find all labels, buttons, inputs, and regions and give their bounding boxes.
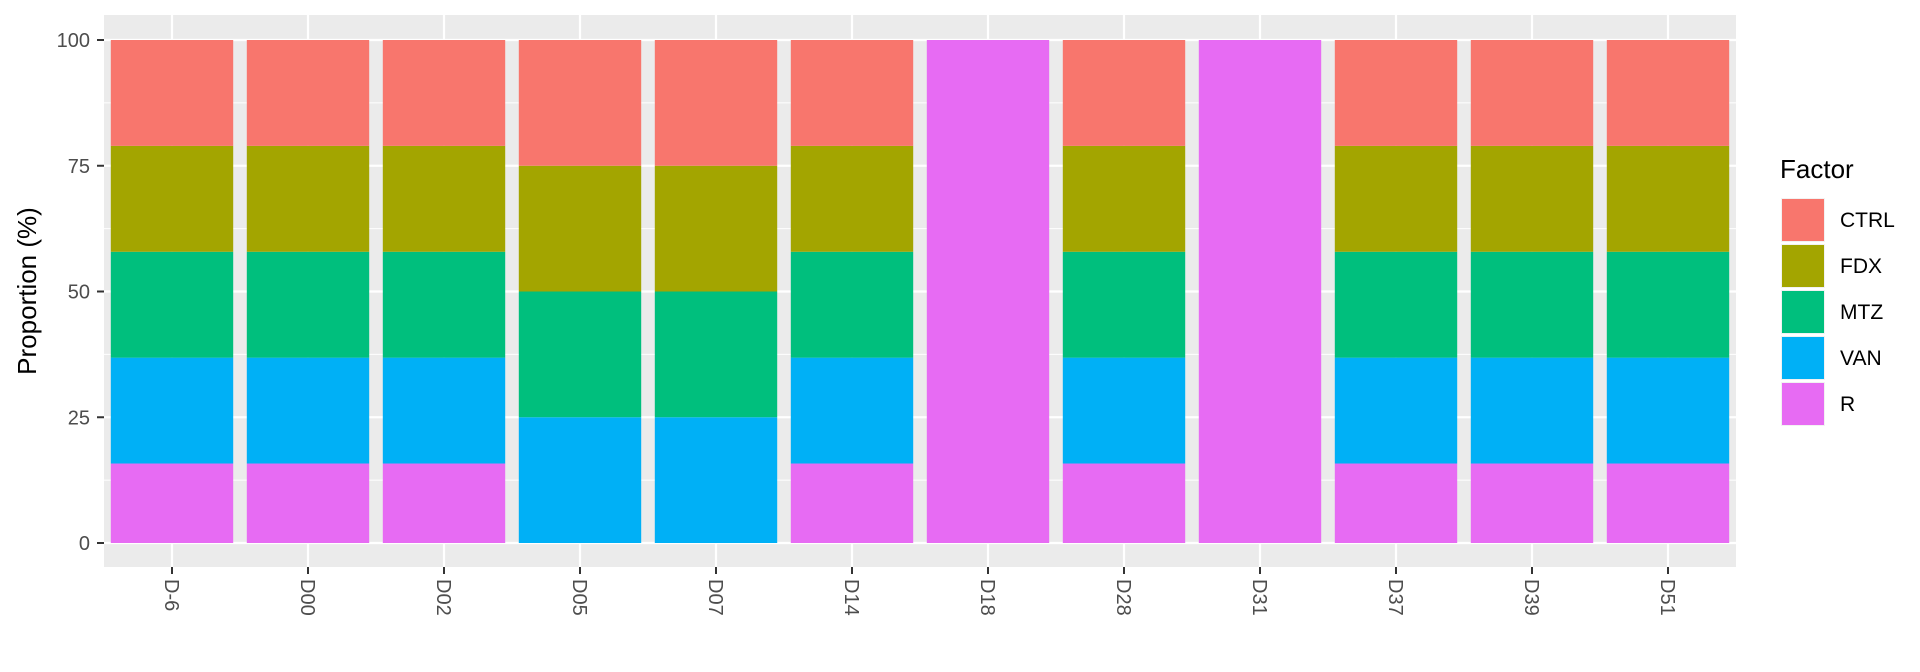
legend-title: Factor bbox=[1780, 154, 1854, 184]
bar-segment-mtz-d28 bbox=[1062, 251, 1186, 358]
y-tick-label: 75 bbox=[68, 156, 90, 178]
x-tick-label: D14 bbox=[840, 579, 862, 616]
x-tick-label: D00 bbox=[296, 579, 318, 616]
x-tick-label: D05 bbox=[568, 579, 590, 616]
bar-segment-van-d39 bbox=[1470, 357, 1594, 464]
x-tick-label: D-6 bbox=[160, 579, 182, 611]
x-tick-label: D37 bbox=[1384, 579, 1406, 616]
legend-label-ctrl: CTRL bbox=[1840, 209, 1895, 232]
x-tick-label: D31 bbox=[1248, 579, 1270, 616]
bars bbox=[110, 40, 1730, 543]
x-axis: D-6 D00 D02 D05 D07 D14 D18 D28 D31 D37 D39 D51 bbox=[160, 567, 1678, 616]
y-tick-label: 0 bbox=[79, 533, 90, 555]
minor-gridlines bbox=[104, 102, 1736, 481]
bar-segment-mtz-d51 bbox=[1606, 251, 1730, 358]
bar-segment-fdx-d28 bbox=[1062, 145, 1186, 252]
legend-key-van bbox=[1782, 337, 1824, 379]
bar-segment-fdx-d37 bbox=[1334, 145, 1458, 252]
x-tick-label: D07 bbox=[704, 579, 726, 616]
bar-segment-fdx-d-6 bbox=[110, 145, 234, 252]
bar-segment-mtz-d02 bbox=[382, 251, 506, 358]
x-tick-label: D02 bbox=[432, 579, 454, 616]
bar-segment-van-d02 bbox=[382, 357, 506, 464]
bar-segment-ctrl-d02 bbox=[382, 40, 506, 146]
bar-segment-r-d00 bbox=[246, 463, 370, 543]
legend-label-van: VAN bbox=[1840, 347, 1882, 370]
bar-segment-r-d02 bbox=[382, 463, 506, 543]
bar-segment-van-d51 bbox=[1606, 357, 1730, 464]
bar-segment-ctrl-d39 bbox=[1470, 40, 1594, 146]
bar-segment-ctrl-d37 bbox=[1334, 40, 1458, 146]
legend-key-mtz bbox=[1782, 291, 1824, 333]
legend-label-r: R bbox=[1840, 393, 1855, 416]
bar-segment-mtz-d05 bbox=[518, 291, 642, 418]
bar-segment-van-d28 bbox=[1062, 357, 1186, 464]
bar-segment-fdx-d51 bbox=[1606, 145, 1730, 252]
x-tick-label: D51 bbox=[1656, 579, 1678, 616]
legend-key-fdx bbox=[1782, 245, 1824, 287]
bar-segment-fdx-d02 bbox=[382, 145, 506, 252]
x-tick-label: D28 bbox=[1112, 579, 1134, 616]
bar-segment-van-d00 bbox=[246, 357, 370, 464]
legend: Factor CTRL FDX MTZ VAN R bbox=[1780, 154, 1895, 426]
bar-segment-van-d-6 bbox=[110, 357, 234, 464]
y-tick-label: 25 bbox=[68, 407, 90, 429]
y-tick-label: 50 bbox=[68, 282, 90, 304]
bar-segment-mtz-d39 bbox=[1470, 251, 1594, 358]
bar-segment-van-d05 bbox=[518, 417, 642, 543]
bar-segment-ctrl-d51 bbox=[1606, 40, 1730, 146]
bar-segment-r-d-6 bbox=[110, 463, 234, 543]
bar-segment-fdx-d07 bbox=[654, 165, 778, 292]
bar-segment-ctrl-d07 bbox=[654, 40, 778, 166]
legend-label-fdx: FDX bbox=[1840, 255, 1882, 278]
bar-segment-fdx-d05 bbox=[518, 165, 642, 292]
bar-segment-mtz-d14 bbox=[790, 251, 914, 358]
bar-segment-mtz-d00 bbox=[246, 251, 370, 358]
bar-segment-r-d28 bbox=[1062, 463, 1186, 543]
bar-segment-r-d14 bbox=[790, 463, 914, 543]
bar-segment-fdx-d00 bbox=[246, 145, 370, 252]
x-tick-label: D39 bbox=[1520, 579, 1542, 616]
bar-segment-mtz-d-6 bbox=[110, 251, 234, 358]
bar-segment-van-d14 bbox=[790, 357, 914, 464]
y-tick-label: 100 bbox=[57, 30, 90, 52]
bar-segment-van-d37 bbox=[1334, 357, 1458, 464]
bar-segment-van-d07 bbox=[654, 417, 778, 543]
y-axis: 0 25 50 75 100 bbox=[57, 30, 104, 555]
bar-segment-fdx-d39 bbox=[1470, 145, 1594, 252]
bar-segment-r-d39 bbox=[1470, 463, 1594, 543]
bar-segment-r-d31 bbox=[1198, 40, 1322, 543]
bar-segment-r-d18 bbox=[926, 40, 1050, 543]
bar-segment-ctrl-d-6 bbox=[110, 40, 234, 146]
legend-key-r bbox=[1782, 383, 1824, 425]
bar-segment-ctrl-d28 bbox=[1062, 40, 1186, 146]
bar-segment-ctrl-d14 bbox=[790, 40, 914, 146]
bar-segment-fdx-d14 bbox=[790, 145, 914, 252]
bar-segment-ctrl-d00 bbox=[246, 40, 370, 146]
bar-segment-mtz-d37 bbox=[1334, 251, 1458, 358]
y-axis-title: Proportion (%) bbox=[12, 207, 42, 375]
legend-label-mtz: MTZ bbox=[1840, 301, 1883, 324]
legend-key-ctrl bbox=[1782, 199, 1824, 241]
bar-segment-r-d37 bbox=[1334, 463, 1458, 543]
bar-segment-mtz-d07 bbox=[654, 291, 778, 418]
x-tick-label: D18 bbox=[976, 579, 998, 616]
bar-segment-ctrl-d05 bbox=[518, 40, 642, 166]
bar-segment-r-d51 bbox=[1606, 463, 1730, 543]
